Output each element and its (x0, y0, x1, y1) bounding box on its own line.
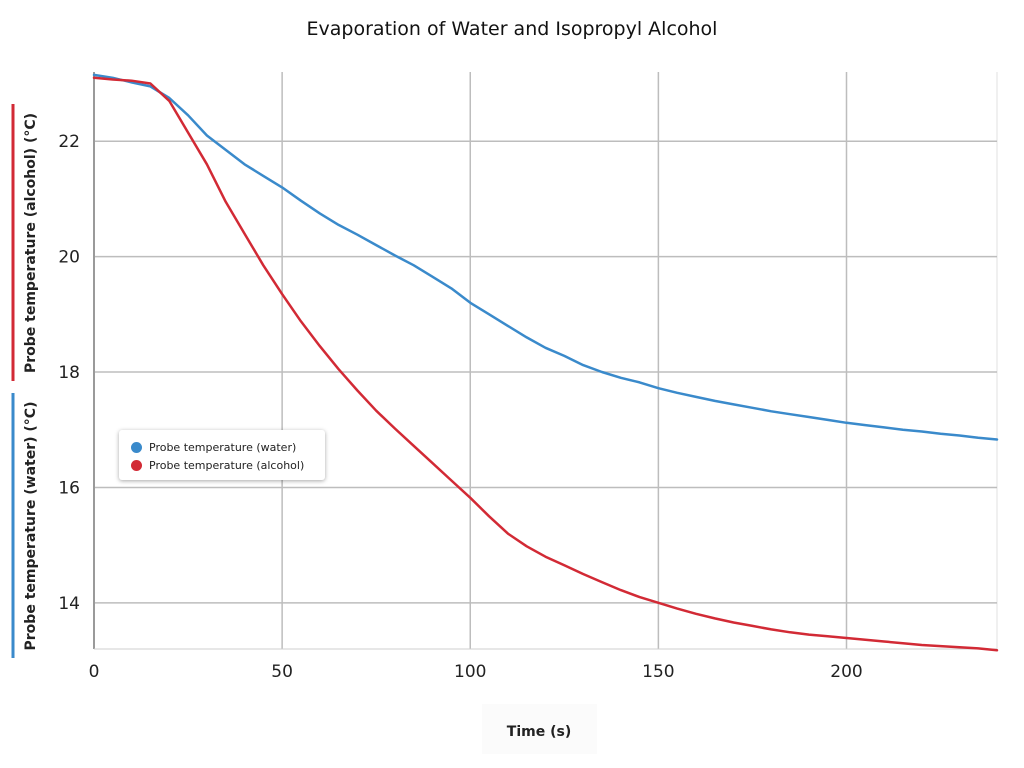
legend-item-alcohol[interactable]: Probe temperature (alcohol) (131, 456, 325, 474)
x-tick-label: 0 (89, 662, 100, 682)
x-axis-label: Time (s) (507, 724, 571, 740)
y-axis-label-water: Probe temperature (water) (°C) (23, 402, 39, 651)
legend-label-alcohol: Probe temperature (alcohol) (149, 458, 305, 472)
series-line-water (92, 73, 999, 441)
legend-marker-alcohol (131, 459, 142, 471)
x-tick-label: 200 (830, 662, 862, 682)
x-tick-label: 150 (642, 662, 674, 682)
y-tick-label: 14 (58, 594, 80, 614)
legend[interactable]: Probe temperature (water) Probe temperat… (119, 430, 325, 480)
y-axis-label-alcohol: Probe temperature (alcohol) (°C) (23, 113, 39, 373)
series-lines (92, 73, 999, 652)
legend-item-water[interactable]: Probe temperature (water) (131, 438, 325, 456)
y-tick-label: 20 (58, 248, 80, 268)
chart-title: Evaporation of Water and Isopropyl Alcoh… (307, 18, 718, 40)
y-axis-ticks: 14 16 18 20 22 (58, 132, 80, 614)
grid (93, 72, 998, 650)
x-axis-label-box (482, 704, 597, 754)
y-tick-label: 18 (58, 363, 80, 383)
x-axis-ticks: 0 50 100 150 200 (89, 662, 863, 682)
x-tick-label: 100 (454, 662, 486, 682)
series-line-alcohol (92, 76, 999, 652)
y-tick-label: 16 (58, 478, 80, 498)
x-tick-label: 50 (271, 662, 293, 682)
legend-marker-water (131, 441, 142, 453)
y-tick-label: 22 (58, 132, 80, 152)
legend-label-water: Probe temperature (water) (149, 440, 297, 454)
